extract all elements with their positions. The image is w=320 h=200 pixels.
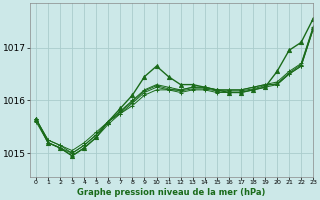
X-axis label: Graphe pression niveau de la mer (hPa): Graphe pression niveau de la mer (hPa) [77,188,266,197]
